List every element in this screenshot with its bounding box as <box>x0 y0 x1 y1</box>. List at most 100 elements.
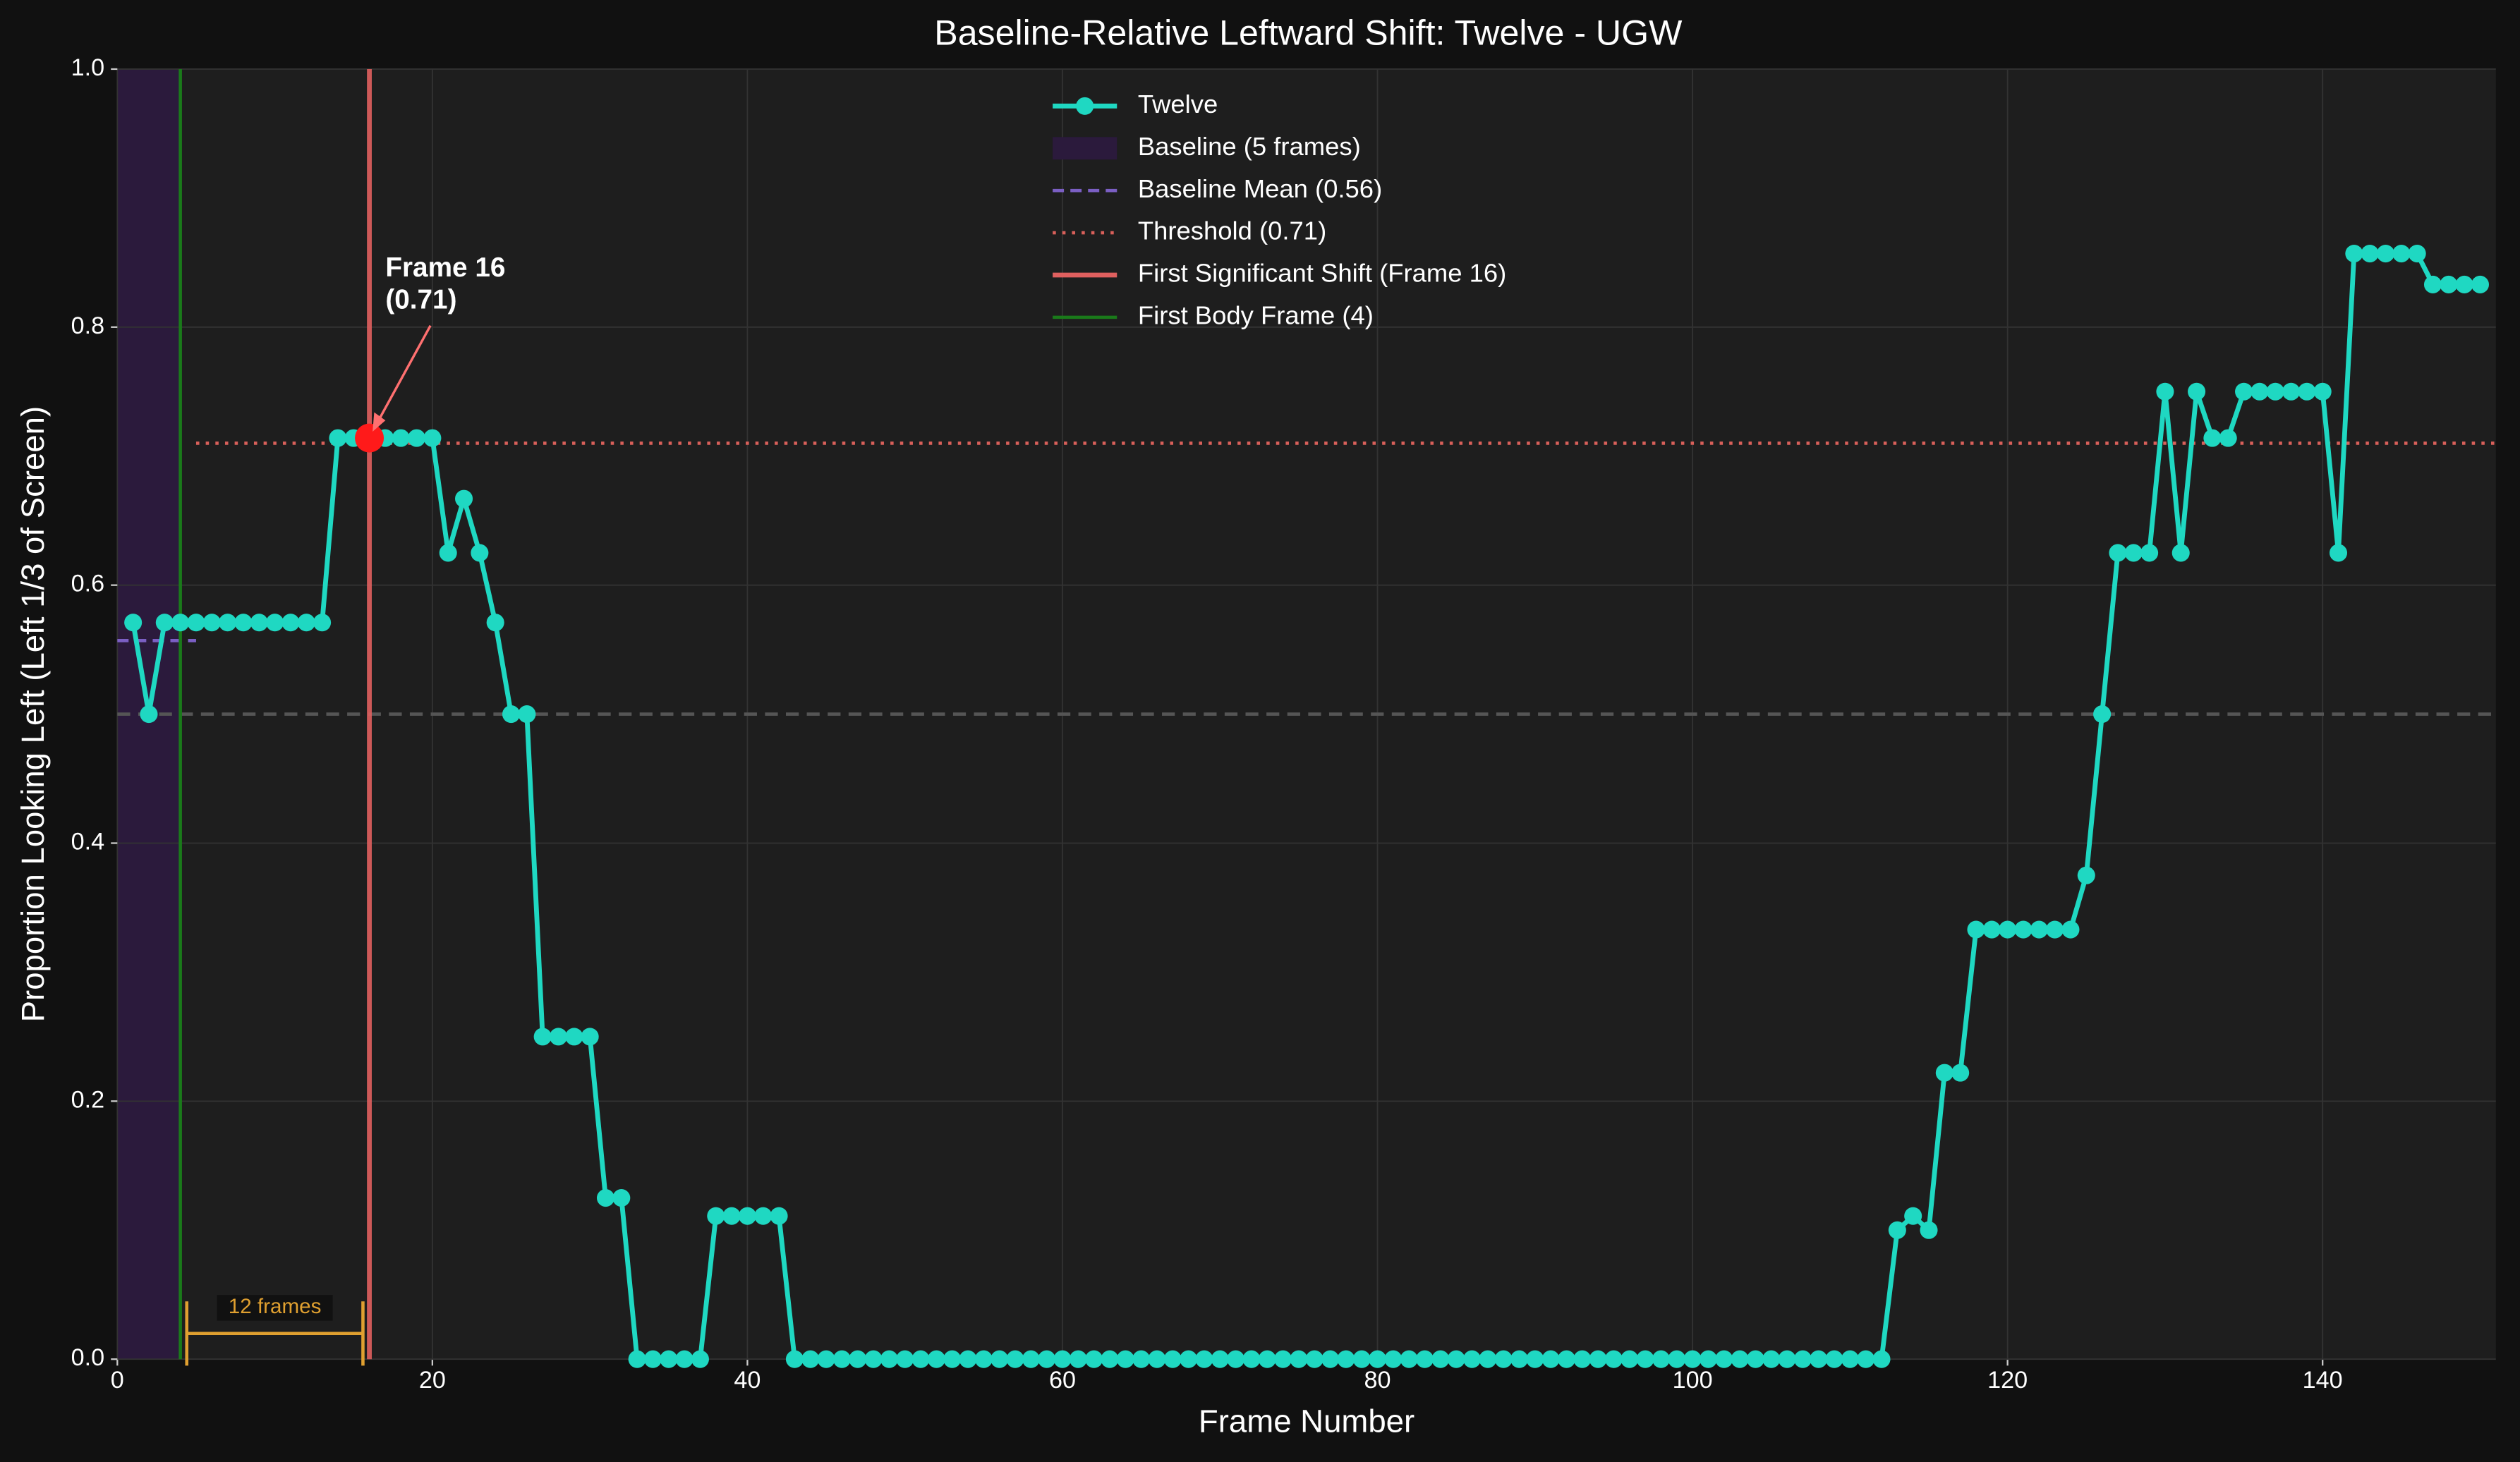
data-point <box>1746 1350 1764 1368</box>
data-point <box>266 614 284 632</box>
data-point <box>2077 866 2095 884</box>
data-point <box>959 1350 977 1368</box>
data-point <box>1857 1350 1875 1368</box>
data-point <box>565 1028 583 1046</box>
data-point <box>2266 382 2284 401</box>
data-point <box>486 614 504 632</box>
data-point <box>2313 382 2332 401</box>
legend-label: Baseline Mean (0.56) <box>1138 174 1382 203</box>
legend-handle <box>1076 97 1094 115</box>
data-point <box>1242 1350 1261 1368</box>
x-tick-label: 40 <box>734 1367 761 1394</box>
data-point <box>1510 1350 1529 1368</box>
data-point <box>911 1350 930 1368</box>
data-point <box>596 1189 615 1207</box>
data-point <box>423 429 442 447</box>
data-point <box>1022 1350 1040 1368</box>
data-point <box>691 1350 709 1368</box>
data-point <box>219 614 237 632</box>
data-point <box>1731 1350 1749 1368</box>
annotation-arrowhead <box>372 412 386 432</box>
data-point <box>2093 705 2112 724</box>
data-point <box>234 614 253 632</box>
y-tick-label: 1.0 <box>71 54 104 81</box>
data-point <box>1982 920 2001 939</box>
data-point <box>2219 429 2237 447</box>
data-point <box>1825 1350 1843 1368</box>
data-point <box>1935 1064 1953 1082</box>
data-point <box>1400 1350 1418 1368</box>
data-point <box>471 544 489 562</box>
data-point <box>943 1350 962 1368</box>
data-point <box>1604 1350 1623 1368</box>
data-point <box>2455 275 2473 293</box>
bracket-label: 12 frames <box>229 1295 322 1318</box>
x-tick-label: 80 <box>1364 1367 1391 1394</box>
y-tick-label: 0.2 <box>71 1086 104 1113</box>
data-point <box>1888 1221 1906 1239</box>
data-point <box>1274 1350 1292 1368</box>
data-point <box>1195 1350 1213 1368</box>
data-point <box>187 614 205 632</box>
legend-label: Baseline (5 frames) <box>1138 132 1361 161</box>
data-point <box>2140 544 2159 562</box>
data-point <box>1006 1350 1024 1368</box>
data-point <box>140 705 158 724</box>
data-point <box>864 1350 883 1368</box>
data-point <box>785 1350 804 1368</box>
bracket <box>185 1301 365 1366</box>
data-point <box>1462 1350 1482 1368</box>
data-point <box>2203 429 2222 447</box>
data-point <box>707 1207 725 1225</box>
data-point <box>2251 382 2269 401</box>
data-point <box>896 1350 914 1368</box>
data-point <box>202 614 221 632</box>
data-point <box>754 1207 773 1225</box>
data-point <box>1967 920 1985 939</box>
data-point <box>1999 920 2017 939</box>
data-point <box>1494 1350 1513 1368</box>
data-point <box>1085 1350 1103 1368</box>
highlight-point <box>355 423 384 453</box>
data-point <box>675 1350 693 1368</box>
data-point <box>1447 1350 1465 1368</box>
data-point <box>1069 1350 1087 1368</box>
data-point <box>1541 1350 1560 1368</box>
data-point <box>660 1350 678 1368</box>
data-point <box>1904 1207 1922 1225</box>
y-axis-label: Proportion Looking Left (Left 1/3 of Scr… <box>15 406 51 1023</box>
data-point <box>2046 920 2064 939</box>
data-point <box>880 1350 898 1368</box>
chart-title: Baseline-Relative Leftward Shift: Twelve… <box>934 13 1683 52</box>
data-point <box>1369 1350 1387 1368</box>
data-point <box>1163 1350 1182 1368</box>
data-point <box>392 429 410 447</box>
data-point <box>1384 1350 1403 1368</box>
annotation-arrow <box>372 324 432 430</box>
data-point <box>1479 1350 1497 1368</box>
data-point <box>1683 1350 1702 1368</box>
data-point <box>1778 1350 1796 1368</box>
data-point <box>281 614 300 632</box>
data-point <box>1715 1350 1733 1368</box>
data-point <box>801 1350 820 1368</box>
data-point <box>1321 1350 1340 1368</box>
data-point <box>974 1350 993 1368</box>
data-point <box>313 614 332 632</box>
data-point <box>1636 1350 1654 1368</box>
legend-label: First Body Frame (4) <box>1138 301 1374 330</box>
data-point <box>612 1189 631 1207</box>
legend-handle <box>1053 137 1117 160</box>
data-point <box>1841 1350 1859 1368</box>
y-tick-label: 0.4 <box>71 829 104 855</box>
data-point <box>2471 275 2490 293</box>
data-point <box>1227 1350 1245 1368</box>
data-point <box>1258 1350 1276 1368</box>
data-point <box>1180 1350 1198 1368</box>
data-point <box>2298 382 2316 401</box>
x-tick-label: 0 <box>111 1367 124 1394</box>
data-point <box>1621 1350 1639 1368</box>
data-point <box>1415 1350 1434 1368</box>
